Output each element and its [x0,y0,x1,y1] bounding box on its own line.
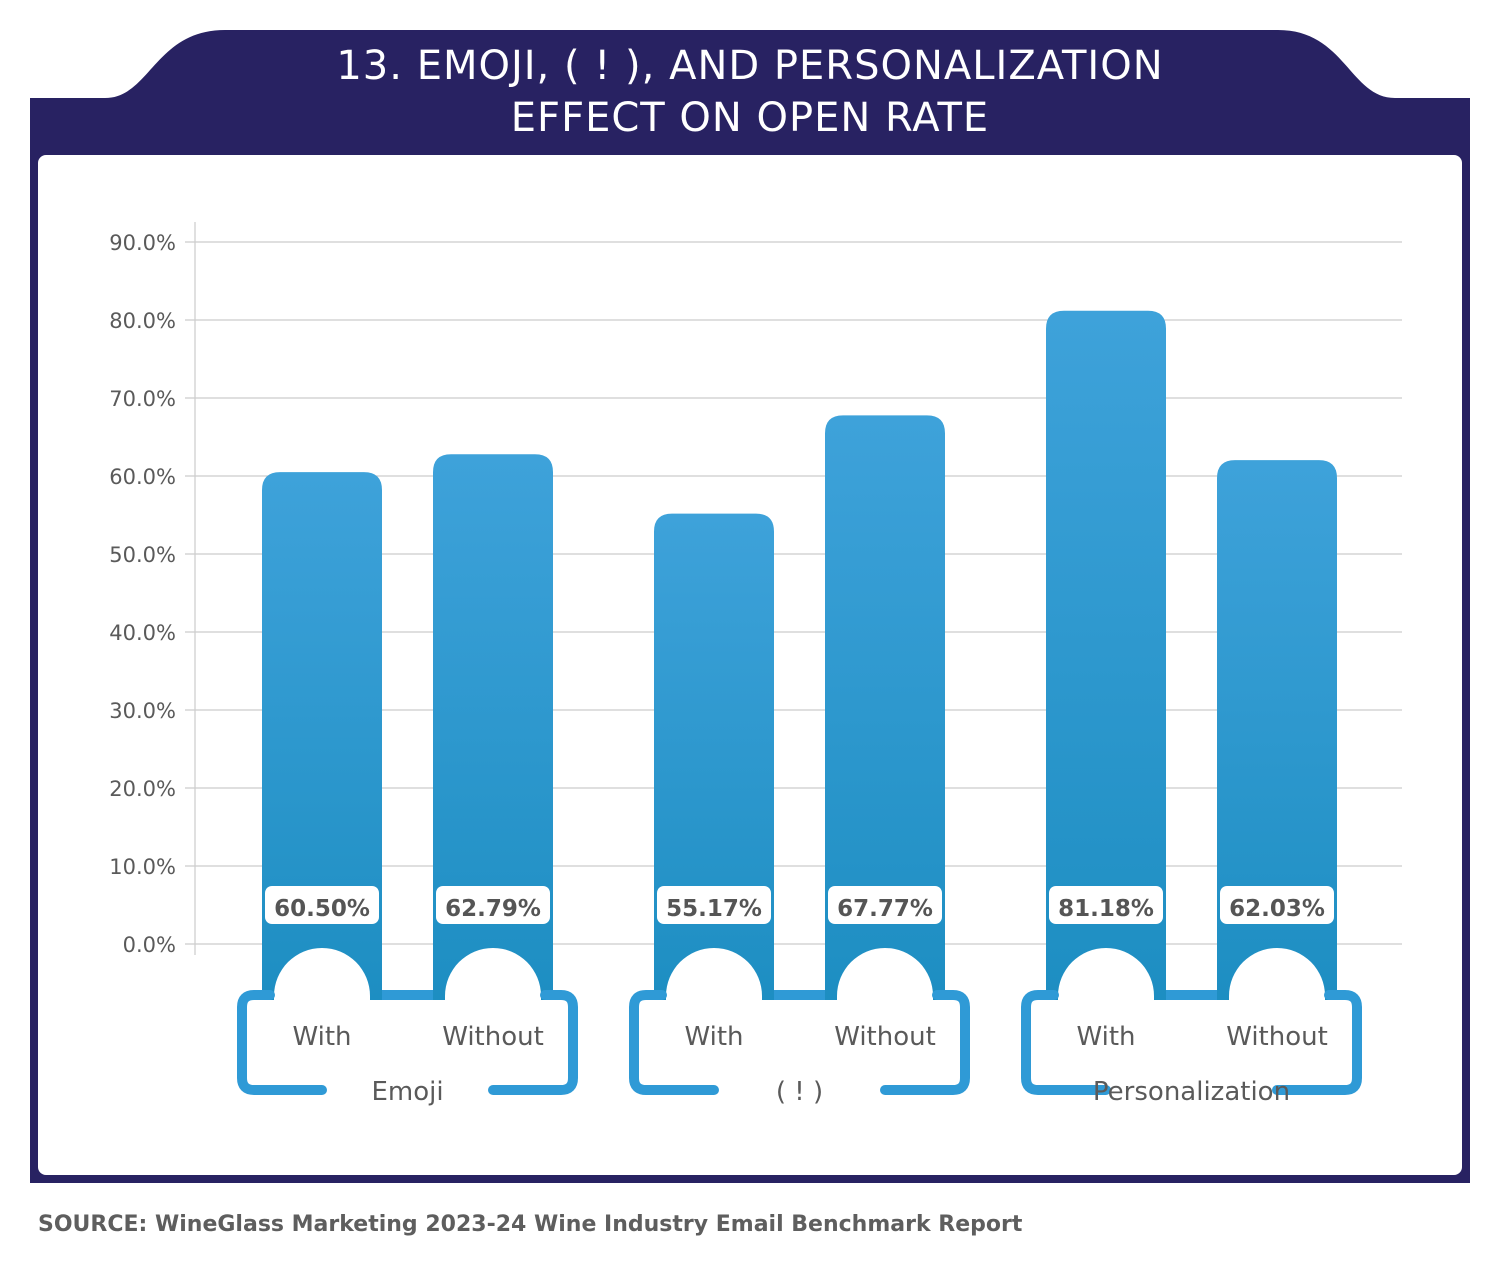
bar-emoji-with [262,472,382,1001]
value-label-bg [657,886,771,924]
grid-layer [185,222,1402,955]
value-label: 67.77% [837,896,933,922]
category-label: With [684,1022,743,1052]
y-tick-label: 20.0% [109,777,176,801]
group-label: ( ! ) [776,1077,823,1107]
value-label: 62.79% [445,896,541,922]
y-tick-label: 90.0% [109,231,176,255]
value-label: 81.18% [1058,896,1154,922]
y-tick-label: 10.0% [109,855,176,879]
category-label: With [292,1022,351,1052]
value-label: 62.03% [1229,896,1325,922]
source-note: SOURCE: WineGlass Marketing 2023-24 Wine… [38,1212,1023,1237]
group-bracket-left [1021,990,1111,1095]
bar-personalization-without [1217,460,1337,1000]
value-label-bg [265,886,379,924]
chart-title-line2: EFFECT ON OPEN RATE [510,95,990,141]
group-bracket-right [1272,990,1362,1095]
value-label-bg [436,886,550,924]
group-label: Emoji [371,1077,443,1107]
group-bracket-left [237,990,327,1095]
group-bracket-right [880,990,970,1095]
value-label: 55.17% [666,896,762,922]
y-tick-label: 30.0% [109,699,176,723]
bar--without [825,415,945,1000]
y-tick-label: 50.0% [109,543,176,567]
value-label-bg [1049,886,1163,924]
bar--with [654,513,774,1000]
y-tick-label: 80.0% [109,309,176,333]
bar-personalization-with [1046,310,1166,1000]
bars-layer [237,310,1362,1095]
y-tick-label: 60.0% [109,465,176,489]
value-label: 60.50% [274,896,370,922]
labels-layer: 0.0% 10.0% 20.0% 30.0% 40.0% 50.0% 60.0% 70.0% 8… [109,231,1328,1107]
category-label: Without [834,1022,936,1052]
group-label: Personalization [1093,1077,1290,1107]
y-tick-label: 40.0% [109,621,176,645]
value-label-bg [828,886,942,924]
group-bracket-right [488,990,578,1095]
y-tick-label: 70.0% [109,387,176,411]
chart-title-line1: 13. EMOJI, ( ! ), AND PERSONALIZATION [336,43,1164,89]
bar-emoji-without [433,454,553,1000]
group-bracket-left [629,990,719,1095]
category-label: Without [442,1022,544,1052]
category-label: Without [1226,1022,1328,1052]
category-label: With [1076,1022,1135,1052]
value-label-bg [1220,886,1334,924]
y-tick-label: 0.0% [123,933,176,957]
